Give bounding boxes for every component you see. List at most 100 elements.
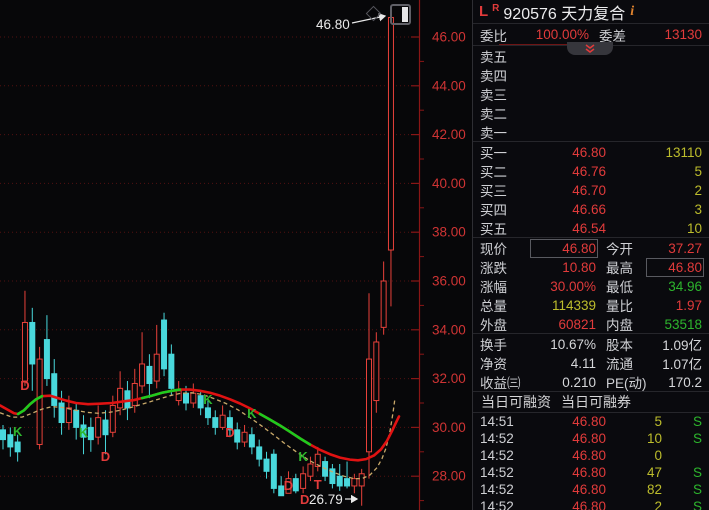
stock-title: 920576 天力复合 <box>503 5 626 23</box>
ask-label: 卖二 <box>480 107 507 122</box>
axis-tick-label: 34.00 <box>432 322 466 337</box>
tick-price: 46.80 <box>572 465 606 480</box>
candle-body <box>168 353 175 389</box>
signal-marker-k: K <box>298 449 308 464</box>
ask-queue: 卖五 卖四 卖三卖二卖一 <box>473 46 709 141</box>
ask-row[interactable]: 卖四 <box>473 65 709 84</box>
panel-toggle-bar <box>402 7 408 22</box>
bid-row[interactable]: 买二 46.76 5 <box>473 161 709 181</box>
signal-marker-d: D <box>20 378 29 393</box>
candle-body <box>263 458 270 472</box>
stats-row: 收益㈢ 0.210 PE(动) 170.2 <box>473 372 709 392</box>
candle-body <box>344 478 351 487</box>
candle-body <box>153 353 160 382</box>
signal-marker-t: T <box>314 477 322 492</box>
stat-value: 34.96 <box>668 278 702 294</box>
ma-main-line <box>0 388 401 462</box>
stat-label: 涨跌 <box>480 261 507 276</box>
bid-row[interactable]: 买一 46.80 13110 <box>473 142 709 162</box>
stats-row: 总量 114339 量比 1.97 <box>473 295 709 315</box>
divider <box>473 141 709 142</box>
candle-body <box>161 319 168 370</box>
margin-financing-label[interactable]: 当日可融资 <box>481 394 551 410</box>
bid-volume: 5 <box>694 163 702 179</box>
stat-value: 46.80 <box>530 238 598 258</box>
signal-marker-k: K <box>13 424 23 439</box>
divider <box>473 412 709 413</box>
ask-row[interactable]: 卖三 <box>473 84 709 103</box>
axis-tick-label: 32.00 <box>432 371 466 386</box>
ask-label: 卖一 <box>480 126 507 141</box>
bid-row[interactable]: 买三 46.70 2 <box>473 180 709 200</box>
collapse-quote-button[interactable] <box>567 42 613 55</box>
tick-direction: S <box>692 465 702 480</box>
margin-shorting-label[interactable]: 当日可融券 <box>561 394 631 410</box>
tick-list[interactable]: 14:51 46.80 5 S 14:52 46.80 10 S 14:52 46.80 0 14:5… <box>473 413 709 510</box>
margin-row: 当日可融资 当日可融券 <box>473 392 709 412</box>
ask-row[interactable]: 卖一 <box>473 122 709 141</box>
axis-tick-label: 36.00 <box>432 274 466 289</box>
stat-value: 1.09亿 <box>662 338 702 353</box>
stats-row: 涨幅 30.00% 最低 34.96 <box>473 276 709 296</box>
bid-label: 买四 <box>480 203 507 218</box>
stats-row: 外盘 60821 内盘 53518 <box>473 314 709 334</box>
tick-price: 46.80 <box>572 482 606 497</box>
candle-body <box>51 373 58 406</box>
tick-row: 14:52 46.80 0 <box>473 447 709 464</box>
info-icon[interactable]: i <box>630 3 635 19</box>
ma-secondary-line <box>0 392 396 480</box>
kline-chart-svg[interactable]: 46.00 44.00 42.00 40.00 38.00 36.00 34.00 32.00… <box>0 0 472 510</box>
tick-price: 46.80 <box>572 431 606 446</box>
stat-label: 现价 <box>480 242 507 257</box>
ask-label: 卖五 <box>480 50 507 65</box>
axis-tick-label: 30.00 <box>432 420 466 435</box>
candle-body <box>43 339 50 380</box>
low-price-label: 26.79 <box>309 492 343 507</box>
bid-row[interactable]: 买四 46.66 3 <box>473 199 709 219</box>
stat-label: 量比 <box>606 299 633 314</box>
candle-body <box>7 434 14 448</box>
axis-tick-label: 44.00 <box>432 78 466 93</box>
candle-body <box>65 407 72 424</box>
ma-main-green-segment <box>140 388 182 400</box>
candle-body <box>256 446 263 460</box>
stat-value: 4.11 <box>570 355 596 371</box>
candle-body <box>300 473 307 489</box>
candle-body <box>204 407 211 419</box>
axis-tick-label: 46.00 <box>432 30 466 45</box>
double-chevron-down-icon <box>585 44 595 53</box>
divider <box>473 237 709 238</box>
candle-body <box>307 463 314 477</box>
bid-volume: 10 <box>686 220 702 236</box>
candle-body <box>117 387 124 409</box>
stat-value: 53518 <box>664 316 702 332</box>
tick-row: 14:52 46.80 82 S <box>473 481 709 498</box>
signal-marker-k: K <box>203 392 213 407</box>
stat-label: 换手 <box>480 338 507 353</box>
bid-row[interactable]: 买五 46.54 10 <box>473 218 709 238</box>
stat-label: 最低 <box>606 280 633 295</box>
flag-l: L <box>479 3 489 20</box>
panel-toggle-icon[interactable] <box>390 4 411 25</box>
candle-body <box>278 485 285 497</box>
signal-marker-d: D <box>101 449 110 464</box>
ma-main-green-segment <box>258 412 312 446</box>
candle-body <box>366 358 372 453</box>
tick-direction: S <box>692 499 702 510</box>
bid-label: 买五 <box>480 222 507 237</box>
stat-label: 外盘 <box>480 318 507 333</box>
ma-main-green-segment <box>16 394 44 416</box>
stat-value: 170.2 <box>668 374 702 390</box>
kline-chart[interactable]: 46.00 44.00 42.00 40.00 38.00 36.00 34.00 32.00… <box>0 0 472 510</box>
bid-price: 46.70 <box>572 182 606 198</box>
stat-value: 30.00% <box>550 278 596 294</box>
bid-queue: 买一 46.80 13110 买二 46.76 5 买三 46.70 2 买四 46.66 3 买五 46… <box>473 142 709 238</box>
candle-body <box>36 358 43 445</box>
stat-value: 37.27 <box>668 240 702 256</box>
bid-volume: 3 <box>694 201 702 217</box>
bid-volume: 13110 <box>665 144 702 160</box>
ask-row[interactable]: 卖五 <box>473 46 709 65</box>
ask-row[interactable]: 卖二 <box>473 103 709 122</box>
candle-body <box>234 429 241 443</box>
